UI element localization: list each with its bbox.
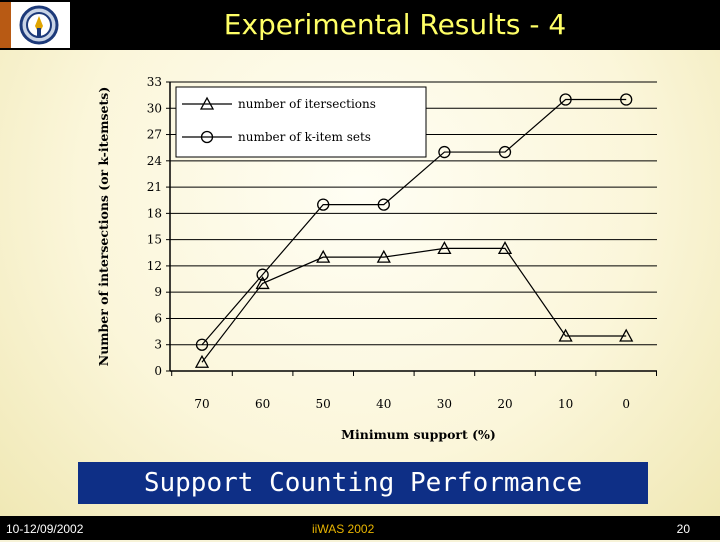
chart-caption: Support Counting Performance — [143, 468, 583, 498]
x-tick-label: 70 — [194, 397, 209, 411]
y-tick-label: 0 — [154, 364, 162, 378]
triangle-marker — [255, 276, 270, 290]
logo-strip — [0, 2, 11, 48]
triangle-marker — [376, 249, 391, 263]
x-tick-label: 20 — [497, 397, 512, 411]
caption-box: Support Counting Performance — [78, 462, 648, 504]
x-tick-label: 40 — [376, 397, 391, 411]
series-line — [201, 247, 627, 363]
x-tick-label: 10 — [558, 397, 573, 411]
x-tick-labels: 70 60 50 40 30 20 10 0 — [171, 371, 657, 411]
circle-marker — [620, 93, 633, 106]
chart-series — [194, 93, 634, 368]
y-tick-label: 12 — [147, 259, 162, 273]
series-triangle — [194, 241, 634, 368]
y-tick-label: 24 — [147, 154, 163, 168]
y-axis-label: Number of intersections (or k-itemsets) — [96, 87, 111, 366]
series-circle — [195, 93, 633, 351]
triangle-marker — [558, 328, 573, 342]
circle-marker — [498, 145, 512, 159]
circle-marker — [195, 338, 209, 351]
footer-conference: iiWAS 2002 — [312, 522, 375, 536]
y-tick-label: 33 — [147, 75, 162, 89]
y-tick-label: 27 — [147, 128, 162, 142]
circle-marker — [200, 130, 214, 144]
circle-marker — [377, 198, 390, 211]
y-tick-label: 21 — [147, 180, 162, 194]
y-tick-label: 18 — [147, 206, 162, 220]
legend-label: number of itersections — [238, 97, 376, 111]
triangle-marker — [619, 328, 634, 342]
title-bar: Experimental Results - 4 — [0, 0, 720, 50]
y-tick-label: 9 — [154, 285, 162, 299]
triangle-marker — [497, 241, 513, 255]
triangle-marker — [437, 241, 452, 255]
slide-title: Experimental Results - 4 — [223, 8, 567, 41]
x-tick-label: 50 — [316, 397, 331, 411]
series-line — [201, 98, 627, 346]
y-tick-label: 6 — [154, 311, 162, 325]
circle-marker — [317, 198, 330, 211]
y-tick-label: 30 — [147, 101, 162, 115]
y-tick-label: 3 — [154, 338, 162, 352]
circle-marker — [438, 145, 451, 159]
chart-legend: number of itersections number of k-item s… — [175, 86, 427, 158]
triangle-marker — [316, 249, 331, 263]
footer-bar: 10-12/09/2002 iiWAS 2002 20 — [0, 516, 720, 540]
circle-marker — [256, 268, 269, 281]
triangle-marker — [199, 96, 215, 110]
line-chart: 0 3 6 9 12 15 18 21 24 27 30 33 70 60 50 40 30 20 10 0 num… — [96, 75, 657, 442]
x-tick-label: 0 — [622, 397, 630, 411]
y-tick-labels: 0 3 6 9 12 15 18 21 24 27 30 33 — [147, 75, 163, 378]
x-tick-label: 60 — [255, 397, 270, 411]
legend-label: number of k-item sets — [238, 130, 371, 144]
triangle-marker — [194, 354, 210, 368]
x-tick-label: 30 — [437, 397, 452, 411]
footer-date: 10-12/09/2002 — [6, 522, 84, 536]
circle-marker — [559, 93, 572, 106]
legend-box — [175, 86, 427, 158]
x-axis-label: Minimum support (%) — [341, 427, 496, 442]
slide-number: 20 — [676, 522, 690, 536]
y-tick-label: 15 — [147, 233, 162, 247]
university-logo-icon — [19, 5, 59, 45]
logo-box — [0, 2, 70, 48]
